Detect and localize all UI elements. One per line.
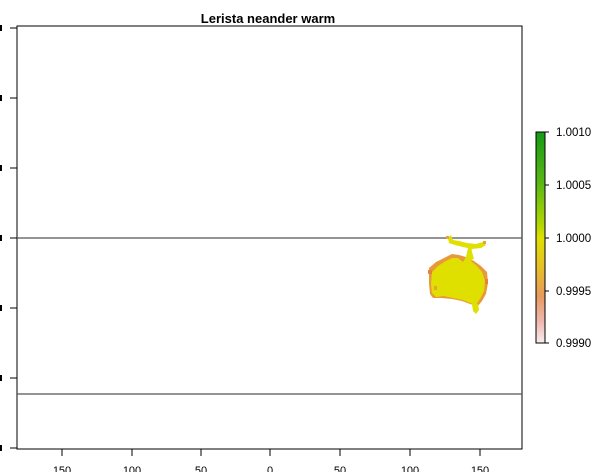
x-tick-label: 150 — [471, 465, 489, 472]
australia-suitability-region — [428, 235, 488, 314]
y-tick-label-fragment — [0, 235, 2, 241]
y-tick-label-fragment — [0, 95, 2, 101]
y-tick-label-fragment — [0, 375, 2, 381]
edge-pixel — [485, 279, 488, 284]
legend-label: 1.0000 — [556, 233, 591, 245]
x-axis: 150 100 50 0 50 100 150 — [53, 449, 489, 472]
legend-label: 0.9990 — [556, 338, 591, 350]
new-guinea — [448, 235, 486, 249]
legend-label: 1.0005 — [556, 180, 591, 192]
legend-label: 0.9995 — [556, 286, 591, 298]
cape-york — [466, 245, 474, 260]
island-fragment — [446, 236, 449, 239]
x-tick-label: 150 — [53, 465, 71, 472]
edge-pixel — [428, 270, 432, 274]
x-tick-label: 50 — [334, 465, 346, 472]
legend: 1.0010 1.0005 1.0000 0.9995 0.9990 — [535, 127, 591, 350]
y-axis-ticks — [10, 27, 17, 449]
mainland-suitability — [431, 257, 485, 305]
legend-label: 1.0010 — [556, 127, 591, 139]
island-fragment — [483, 241, 486, 244]
y-tick-label-fragment — [0, 25, 2, 31]
y-tick-label-fragment — [0, 445, 2, 451]
x-tick-label: 100 — [123, 465, 141, 472]
x-tick-label: 100 — [401, 465, 419, 472]
y-tick-label-fragment — [0, 165, 2, 171]
tasmania — [472, 304, 479, 314]
map-title: Lerista neander warm — [201, 11, 335, 26]
edge-pixel — [434, 286, 437, 290]
legend-colorbar — [535, 131, 546, 344]
x-tick-label: 50 — [195, 465, 207, 472]
y-tick-label-fragment — [0, 305, 2, 311]
y-axis-tick-stubs — [0, 25, 2, 451]
x-tick-label: 0 — [267, 465, 273, 472]
